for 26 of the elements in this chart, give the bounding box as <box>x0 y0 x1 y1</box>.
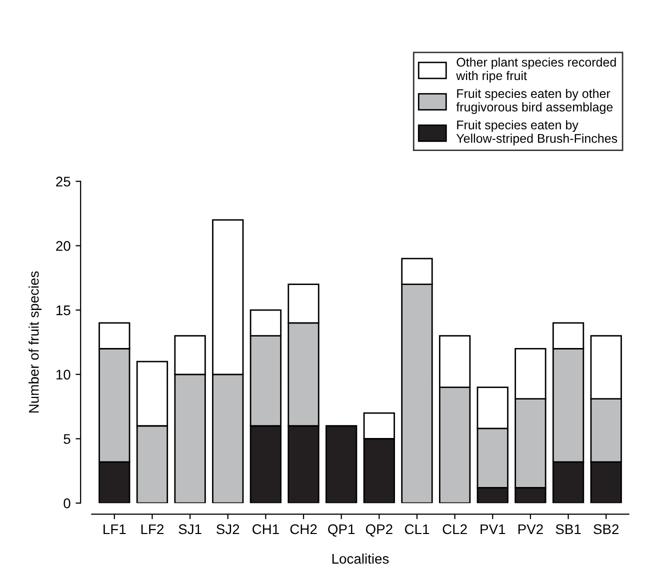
x-tick-label: LF2 <box>141 524 164 534</box>
x-tick-label: PV1 <box>480 524 506 534</box>
x-tick-label: QP2 <box>366 524 392 537</box>
x-tick-label: SB2 <box>594 524 619 534</box>
x-tick-label: LF1 <box>104 524 126 534</box>
legend-label: Fruit species eaten by other frugivorous bird assemblage <box>456 88 613 114</box>
x-tick-label: QP1 <box>328 524 355 537</box>
x-tick-label: SJ2 <box>216 524 240 534</box>
bar <box>326 425 358 504</box>
x-tick-label: SB1 <box>556 524 581 534</box>
y-axis-title: Number of fruit species <box>28 271 42 412</box>
x-tick-label: SJ1 <box>178 524 202 534</box>
x-tick-label: CH2 <box>290 524 317 534</box>
y-tick-label: 10 <box>56 370 70 380</box>
x-tick-label: PV2 <box>518 524 543 534</box>
x-axis-title: Localities <box>332 554 389 564</box>
y-tick-label: 25 <box>56 176 70 187</box>
y-tick-label: 0 <box>64 498 70 508</box>
legend-label: Fruit species eaten by Yellow-striped Brush-Finches <box>456 120 618 146</box>
x-tick-label: CH1 <box>252 524 279 534</box>
y-tick-label: 15 <box>56 306 70 316</box>
x-tick-label: CL2 <box>442 524 467 534</box>
y-tick-label: 20 <box>56 241 70 251</box>
legend-label: Other plant species recorded with ripe fruit <box>456 57 616 83</box>
y-tick-label: 5 <box>64 434 70 444</box>
x-tick-label: CL1 <box>404 524 430 534</box>
